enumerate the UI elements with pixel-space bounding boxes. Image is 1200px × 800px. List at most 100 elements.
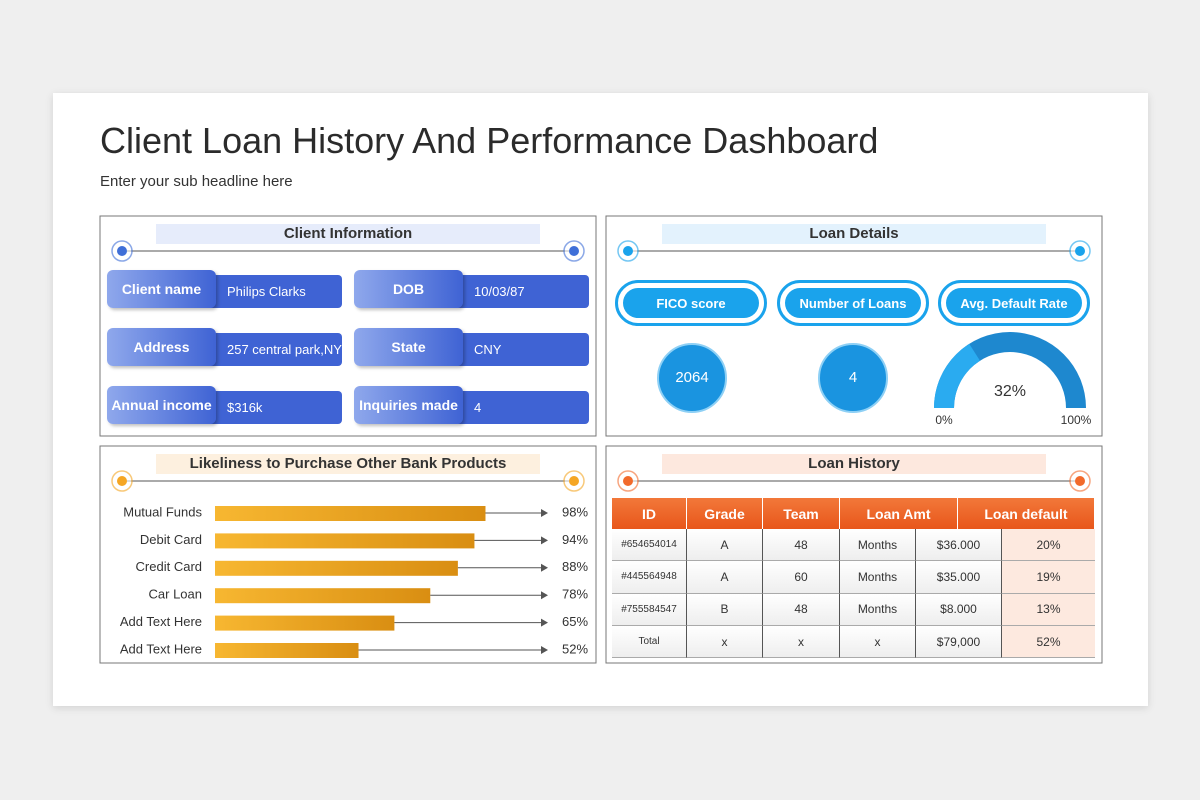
field-label: Client name: [107, 270, 216, 308]
table-cell: Months: [840, 561, 916, 594]
panel-title-band: [662, 224, 1046, 244]
value-label: 52%: [562, 641, 588, 656]
pill: Avg. Default Rate: [946, 288, 1082, 318]
field-value: 10/03/87: [454, 275, 589, 308]
table-cell: 19%: [1002, 561, 1095, 594]
table-cell: #755584547: [612, 593, 687, 626]
field-label: DOB: [354, 270, 463, 308]
pill: FICO score: [623, 288, 759, 318]
table-cell: #654654014: [612, 529, 687, 562]
panel-border: [605, 445, 1103, 664]
field-value: Philips Clarks: [207, 275, 342, 308]
table-header: Team: [763, 498, 840, 529]
field-label: Address: [107, 328, 216, 366]
value-label: 94%: [562, 532, 588, 547]
value-label: 98%: [562, 504, 588, 519]
category-label: Mutual Funds: [123, 504, 202, 519]
stat-circle: [657, 343, 727, 413]
category-label: Credit Card: [136, 559, 202, 574]
table-cell: Months: [840, 593, 916, 626]
table-cell: x: [840, 625, 916, 659]
gauge-label: 32%: [994, 383, 1026, 400]
category-label: Debit Card: [140, 532, 202, 547]
rule-dot: [117, 476, 127, 486]
table-cell: x: [687, 625, 763, 659]
table-header: ID: [612, 498, 687, 529]
table-header: Loan Amt: [840, 498, 958, 529]
table-cell: 60: [763, 561, 840, 594]
rule-dot: [1075, 246, 1085, 256]
title: Client Loan History And Performance Dash…: [100, 120, 879, 161]
bar: [215, 560, 458, 576]
table-cell: Total: [612, 625, 687, 659]
pill: Number of Loans: [785, 288, 921, 318]
category-label: Add Text Here: [120, 614, 202, 629]
rule-dot: [623, 246, 633, 256]
subtitle: Enter your sub headline here: [100, 173, 293, 190]
arrow-head: [541, 591, 548, 600]
value-label: 65%: [562, 614, 588, 629]
bar: [215, 615, 395, 631]
stat-value: 4: [849, 369, 857, 386]
field-value: $316k: [207, 391, 342, 424]
category-label: Car Loan: [149, 587, 202, 602]
panel-border: [605, 215, 1103, 437]
field-label: Annual income: [107, 386, 216, 424]
table-cell: 48: [763, 593, 840, 626]
panel-title-band: [156, 224, 540, 244]
table-cell: $79,000: [916, 625, 1002, 659]
rule-dot: [569, 476, 579, 486]
gauge-value: [934, 343, 980, 408]
category-label: Add Text Here: [120, 641, 202, 656]
arrow-head: [541, 536, 548, 545]
panel-title-band: [156, 454, 540, 474]
field-label: State: [354, 328, 463, 366]
table-cell: 48: [763, 529, 840, 562]
table-cell: 52%: [1002, 625, 1095, 659]
arrow-head: [541, 646, 548, 654]
rule-dot: [569, 246, 579, 256]
table-cell: $8.000: [916, 593, 1002, 626]
panel-border: [99, 215, 597, 437]
field-value: 4: [454, 391, 589, 424]
value-label: 78%: [562, 587, 588, 602]
stat-value: 2064: [675, 369, 708, 386]
bar: [215, 643, 359, 658]
panel-title-band: [662, 454, 1046, 474]
rule-dot: [623, 476, 633, 486]
table-header: Loan default: [958, 498, 1095, 529]
table-cell: B: [687, 593, 763, 626]
table-cell: $35.000: [916, 561, 1002, 594]
gauge-min: 0%: [935, 413, 953, 427]
bar: [215, 506, 486, 521]
field-value: 257 central park,NY: [207, 333, 342, 366]
table-cell: 20%: [1002, 529, 1095, 562]
table-cell: A: [687, 529, 763, 562]
arrow-head: [541, 563, 548, 572]
table-cell: #445564948: [612, 561, 687, 594]
table-header: Grade: [687, 498, 763, 529]
bar: [215, 533, 475, 549]
table-cell: x: [763, 625, 840, 659]
rule-dot: [1075, 476, 1085, 486]
panel-title: Likeliness to Purchase Other Bank Produc…: [190, 455, 507, 472]
arrow-head: [541, 509, 548, 517]
table-cell: $36.000: [916, 529, 1002, 562]
panel-title: Loan History: [808, 455, 900, 472]
panel-title: Loan Details: [809, 225, 898, 242]
value-label: 88%: [562, 559, 588, 574]
gauge-max: 100%: [1061, 413, 1092, 427]
panel-title: Client Information: [284, 225, 412, 242]
rule-dot: [117, 246, 127, 256]
arrow-head: [541, 618, 548, 627]
panel-border: [99, 445, 597, 664]
table-cell: A: [687, 561, 763, 594]
table-cell: 13%: [1002, 593, 1095, 626]
field-value: CNY: [454, 333, 589, 366]
stat-circle: [818, 343, 888, 413]
bar: [215, 588, 431, 604]
field-label: Inquiries made: [354, 386, 463, 424]
table-cell: Months: [840, 529, 916, 562]
